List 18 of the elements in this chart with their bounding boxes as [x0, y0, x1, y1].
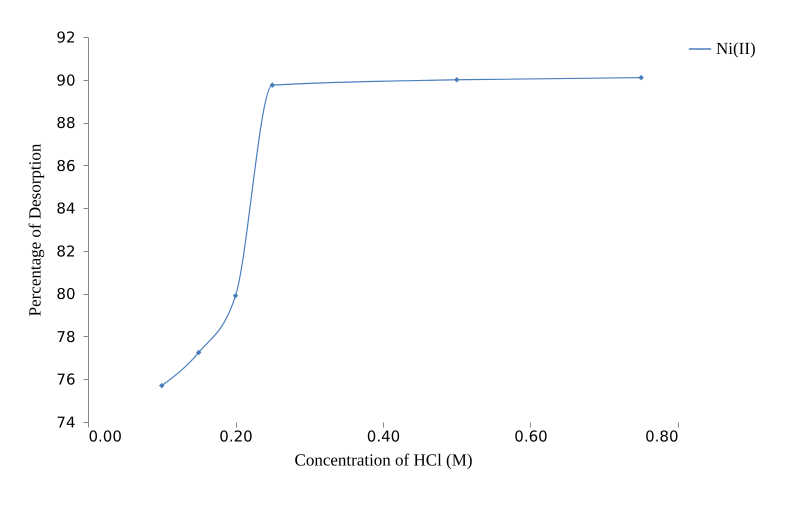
x-tick-label: 0.60 [514, 428, 548, 446]
y-tick-label: 90 [56, 71, 76, 90]
x-tick-label: 0.40 [366, 428, 400, 446]
x-tick-label: 0.00 [88, 428, 122, 446]
y-tick-label: 80 [56, 285, 76, 304]
x-tick-label: 0.20 [219, 428, 253, 446]
y-tick-label: 78 [56, 328, 76, 346]
x-axis-title: Concentration of HCl (M) [294, 450, 472, 470]
y-tick-label: 92 [56, 28, 76, 46]
y-tick-label: 84 [56, 200, 76, 218]
y-tick-label: 82 [56, 242, 76, 260]
x-tick-label: 0.80 [645, 428, 678, 446]
legend-label: Ni(II) [716, 39, 756, 58]
y-tick-label: 88 [56, 114, 76, 132]
y-tick-label: 86 [56, 156, 76, 175]
y-tick-label: 76 [56, 370, 76, 389]
y-axis-title: Percentage of Desorption [25, 143, 44, 316]
y-tick-label: 74 [56, 414, 76, 432]
